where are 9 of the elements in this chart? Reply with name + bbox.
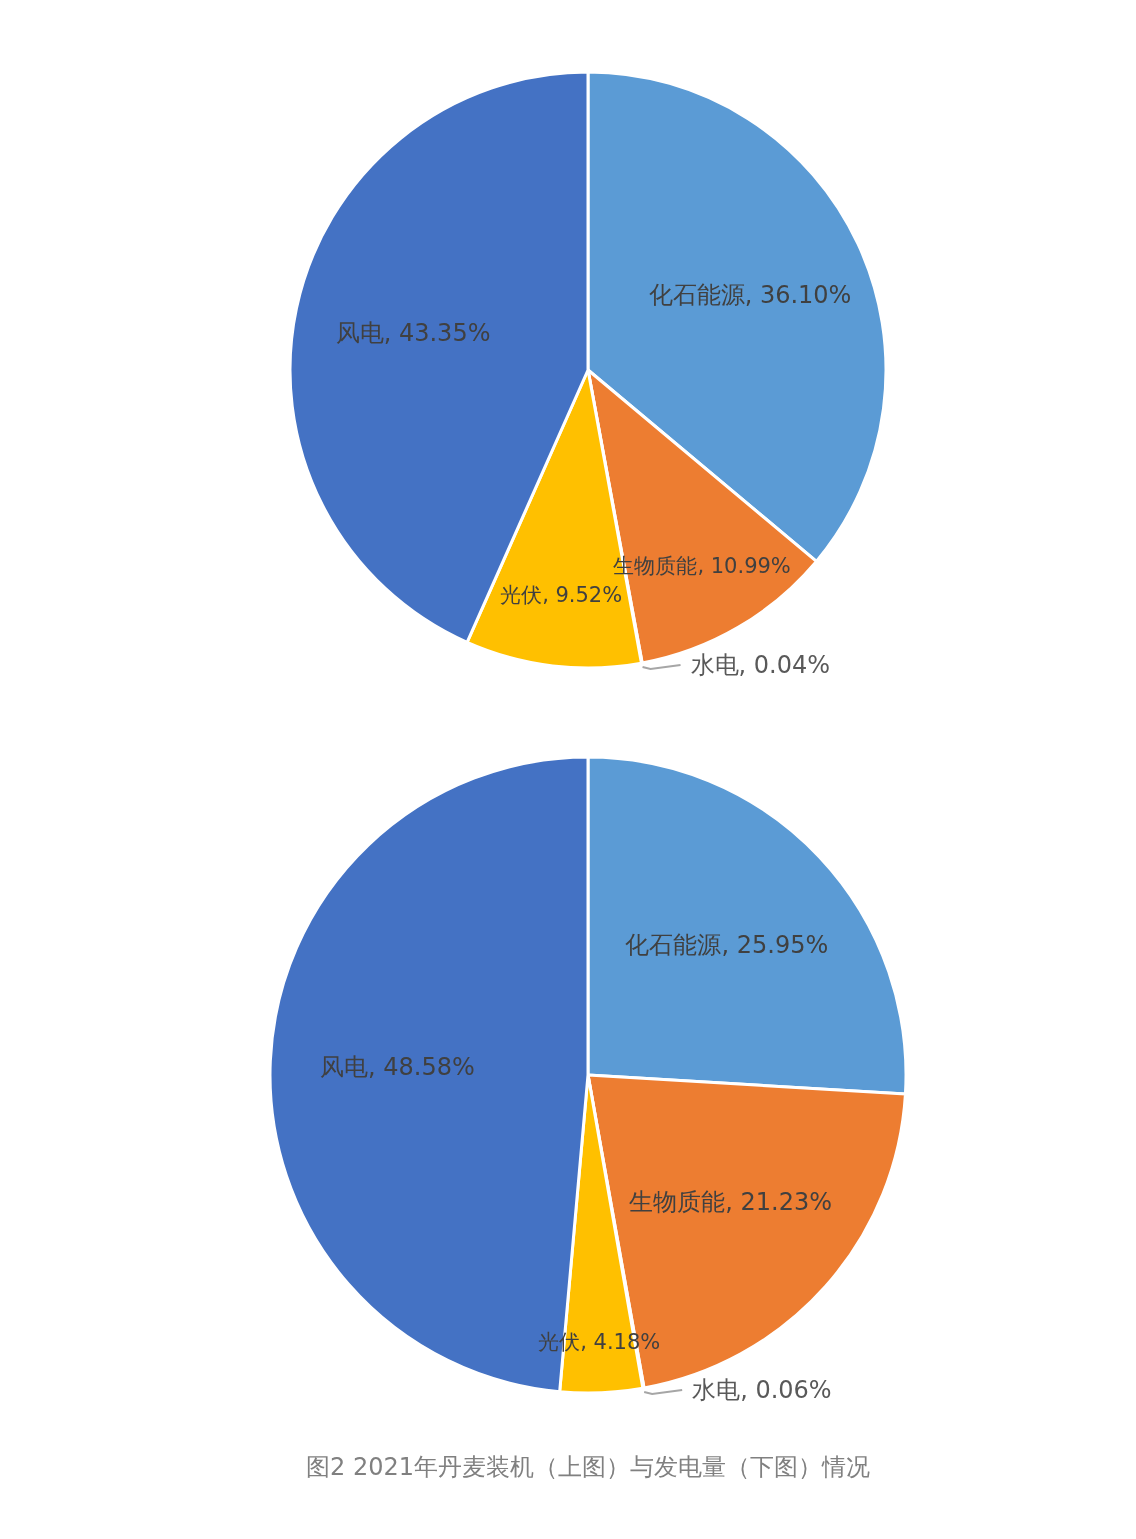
caption: 图2 2021年丹麦装机（上图）与发电量（下图）情况 bbox=[306, 1453, 870, 1481]
slice-label: 生物质能, 21.23% bbox=[629, 1188, 832, 1217]
slice-label: 光伏, 9.52% bbox=[500, 583, 623, 608]
slice-label: 化石能源, 25.95% bbox=[625, 930, 829, 959]
slice-label: 水电, 0.04% bbox=[690, 651, 831, 680]
slice-label: 化石能源, 36.10% bbox=[648, 280, 852, 309]
slice-label: 水电, 0.06% bbox=[692, 1376, 832, 1405]
slice-label: 风电, 48.58% bbox=[320, 1052, 475, 1081]
slice-label: 风电, 43.35% bbox=[335, 319, 491, 348]
